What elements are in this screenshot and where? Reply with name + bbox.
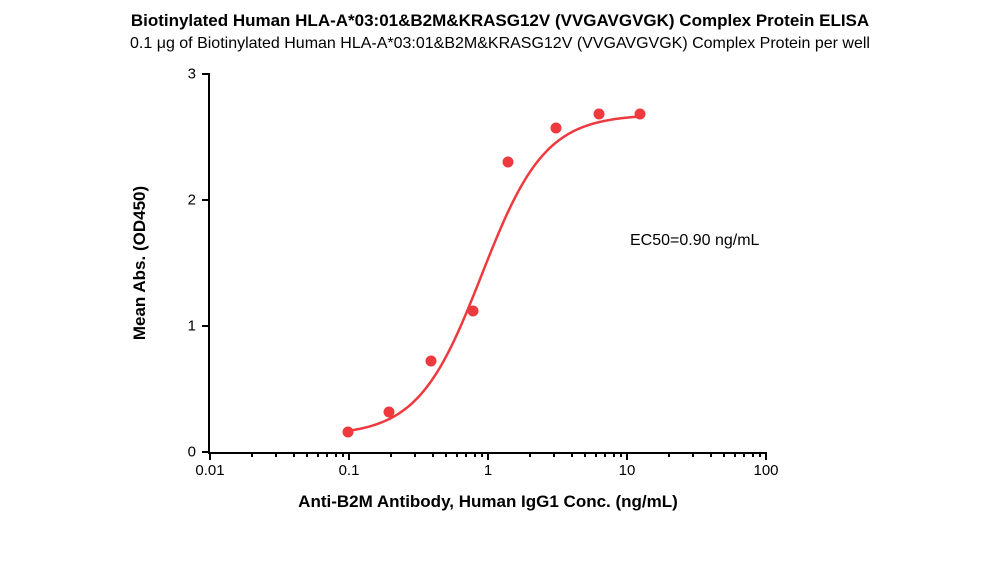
x-tick-minor: [734, 452, 736, 457]
x-tick-label: 0.01: [195, 462, 224, 479]
y-tick-major: [202, 199, 210, 201]
data-point: [342, 426, 353, 437]
x-tick-major: [765, 452, 767, 460]
x-tick-minor: [595, 452, 597, 457]
x-tick-minor: [317, 452, 319, 457]
x-tick-minor: [604, 452, 606, 457]
title-block: Biotinylated Human HLA-A*03:01&B2M&KRASG…: [0, 10, 1000, 55]
x-tick-minor: [326, 452, 328, 457]
data-point: [503, 157, 514, 168]
x-tick-minor: [275, 452, 277, 457]
y-tick-major: [202, 325, 210, 327]
y-tick-label: 1: [188, 318, 196, 335]
x-tick-minor: [306, 452, 308, 457]
data-point: [551, 123, 562, 134]
x-tick-major: [209, 452, 211, 460]
x-tick-major: [626, 452, 628, 460]
x-tick-minor: [743, 452, 745, 457]
x-tick-minor: [553, 452, 555, 457]
y-tick-major: [202, 451, 210, 453]
x-tick-minor: [474, 452, 476, 457]
x-tick-minor: [465, 452, 467, 457]
x-tick-minor: [456, 452, 458, 457]
data-point: [468, 305, 479, 316]
title-sub: 0.1 μg of Biotinylated Human HLA-A*03:01…: [0, 34, 1000, 55]
x-tick-minor: [571, 452, 573, 457]
x-tick-minor: [342, 452, 344, 457]
data-point: [635, 109, 646, 120]
x-tick-label: 100: [753, 462, 778, 479]
y-tick-major: [202, 73, 210, 75]
x-tick-minor: [390, 452, 392, 457]
y-tick-label: 3: [188, 66, 196, 83]
ec50-annotation: EC50=0.90 ng/mL: [630, 232, 759, 250]
x-tick-minor: [414, 452, 416, 457]
x-tick-minor: [752, 452, 754, 457]
x-axis-label: Anti-B2M Antibody, Human IgG1 Conc. (ng/…: [298, 492, 678, 512]
fit-curve-path: [348, 116, 641, 430]
plot-area: Anti-B2M Antibody, Human IgG1 Conc. (ng/…: [210, 74, 766, 452]
x-tick-major: [348, 452, 350, 460]
x-tick-minor: [445, 452, 447, 457]
x-tick-label: 10: [619, 462, 636, 479]
x-tick-minor: [620, 452, 622, 457]
x-tick-minor: [584, 452, 586, 457]
y-axis-label: Mean Abs. (OD450): [130, 186, 150, 340]
figure-container: Biotinylated Human HLA-A*03:01&B2M&KRASG…: [0, 0, 1000, 568]
title-main: Biotinylated Human HLA-A*03:01&B2M&KRASG…: [0, 10, 1000, 32]
x-tick-label: 1: [484, 462, 492, 479]
x-tick-minor: [432, 452, 434, 457]
data-point: [426, 356, 437, 367]
x-tick-minor: [481, 452, 483, 457]
x-tick-minor: [335, 452, 337, 457]
x-tick-minor: [710, 452, 712, 457]
y-tick-label: 2: [188, 192, 196, 209]
x-tick-minor: [293, 452, 295, 457]
x-tick-minor: [613, 452, 615, 457]
x-tick-minor: [692, 452, 694, 457]
x-tick-minor: [668, 452, 670, 457]
fit-curve: [210, 74, 766, 452]
x-tick-minor: [529, 452, 531, 457]
data-point: [384, 406, 395, 417]
x-tick-label: 0.1: [339, 462, 360, 479]
data-point: [593, 109, 604, 120]
x-tick-minor: [251, 452, 253, 457]
y-tick-label: 0: [188, 444, 196, 461]
x-tick-major: [487, 452, 489, 460]
x-tick-minor: [723, 452, 725, 457]
x-tick-minor: [759, 452, 761, 457]
